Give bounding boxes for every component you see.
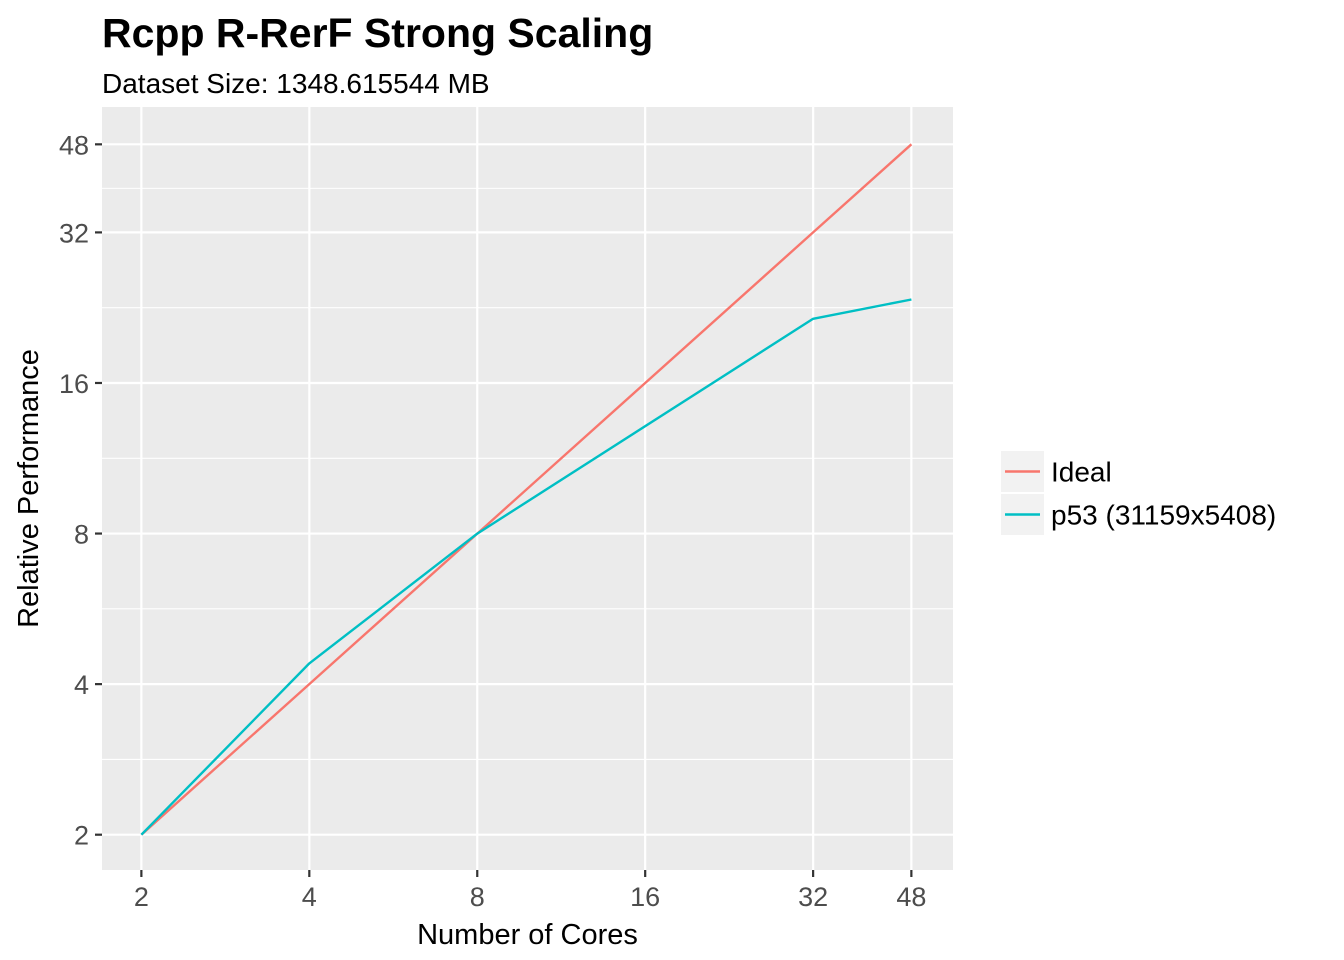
x-axis: 2 4 8 16 32 48 <box>134 870 926 912</box>
series-line-ideal <box>140 143 913 836</box>
grid-major <box>102 107 953 870</box>
chart-subtitle: Dataset Size: 1348.615544 MB <box>102 68 490 99</box>
x-tick-label: 8 <box>470 882 485 912</box>
legend-item: Ideal <box>1001 451 1112 492</box>
y-tick-label: 4 <box>74 670 89 700</box>
grid-minor <box>102 187 953 760</box>
x-axis-title: Number of Cores <box>417 919 638 951</box>
series-layer <box>140 143 913 836</box>
chart-title: Rcpp R-RerF Strong Scaling <box>102 10 653 56</box>
x-tick-label: 4 <box>302 882 317 912</box>
series-line-p53 <box>140 298 912 836</box>
x-tick-label: 48 <box>896 882 926 912</box>
legend: Ideal p53 (31159x5408) <box>1001 451 1276 535</box>
x-tick-label: 16 <box>630 882 660 912</box>
legend-label: p53 (31159x5408) <box>1051 500 1276 531</box>
x-tick-label: 32 <box>798 882 828 912</box>
y-tick-label: 32 <box>59 218 89 248</box>
legend-item: p53 (31159x5408) <box>1001 494 1276 535</box>
x-tick-label: 2 <box>134 882 149 912</box>
y-tick-label: 2 <box>74 821 89 851</box>
y-tick-label: 16 <box>59 369 89 399</box>
y-axis-title: Relative Performance <box>13 349 45 628</box>
legend-label: Ideal <box>1051 457 1112 488</box>
y-tick-label: 8 <box>74 520 89 550</box>
y-tick-label: 48 <box>59 130 89 160</box>
